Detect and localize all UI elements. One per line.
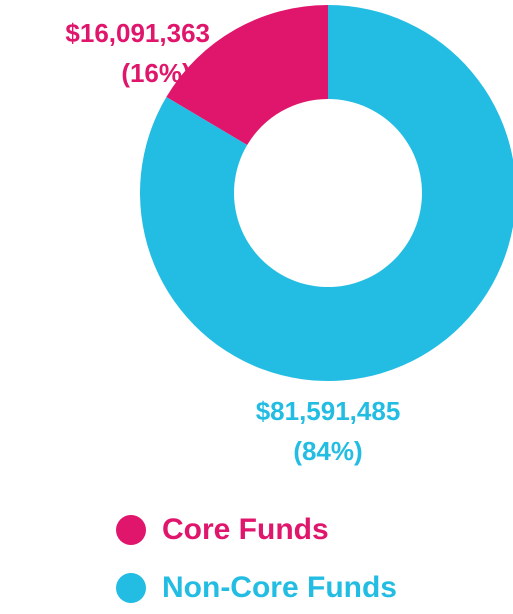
- value-label: $81,591,485: [256, 396, 401, 426]
- value-label: $16,091,363: [65, 18, 210, 48]
- donut-slice: [140, 5, 513, 381]
- legend-label: Non-Core Funds: [162, 571, 397, 604]
- percent-label: (16%): [121, 58, 190, 88]
- legend-marker: [116, 515, 146, 545]
- legend-label: Core Funds: [162, 513, 329, 546]
- percent-label: (84%): [293, 436, 362, 466]
- donut-slice: [166, 5, 328, 146]
- legend-marker: [116, 573, 146, 603]
